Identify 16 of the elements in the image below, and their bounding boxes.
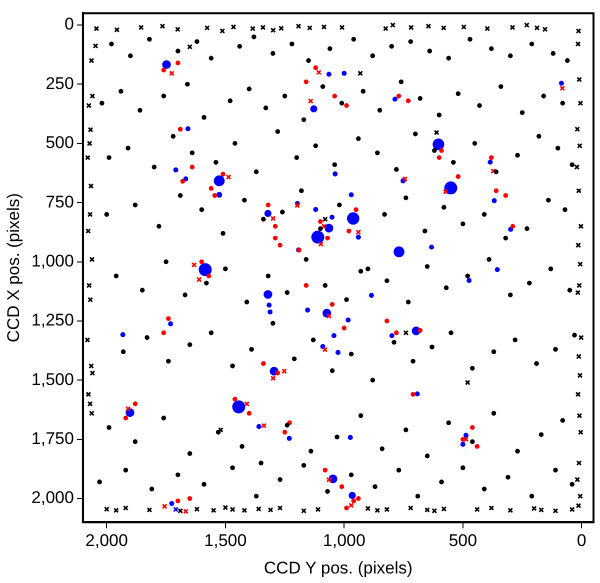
y-tick-label: 250	[46, 74, 74, 93]
x-tick-label: 0	[576, 531, 586, 550]
x-tick-label: 1,500	[204, 531, 247, 550]
y-tick-label: 1,750	[31, 429, 74, 448]
x-tick-label: 2,000	[85, 531, 128, 550]
x-tick-label: 1,000	[322, 531, 366, 550]
y-tick-label: 1,250	[31, 310, 74, 330]
y-tick-label: 1,000	[31, 251, 74, 270]
y-tick-label: 500	[46, 133, 74, 152]
y-axis-title: CCD X pos. (pixels)	[4, 193, 23, 342]
y-tick-label: 0	[64, 14, 74, 34]
y-tick-label: 1,500	[31, 370, 74, 389]
x-axis-title: CCD Y pos. (pixels)	[264, 558, 413, 578]
y-tick-label: 2,000	[31, 488, 74, 508]
y-tick-label: 750	[46, 192, 74, 212]
x-tick-label: 500	[448, 531, 478, 550]
